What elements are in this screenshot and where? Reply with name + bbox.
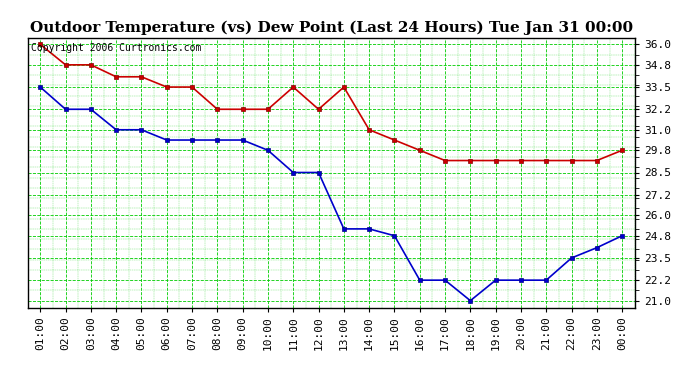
Title: Outdoor Temperature (vs) Dew Point (Last 24 Hours) Tue Jan 31 00:00: Outdoor Temperature (vs) Dew Point (Last… [30, 21, 633, 35]
Text: Copyright 2006 Curtronics.com: Copyright 2006 Curtronics.com [30, 43, 201, 53]
